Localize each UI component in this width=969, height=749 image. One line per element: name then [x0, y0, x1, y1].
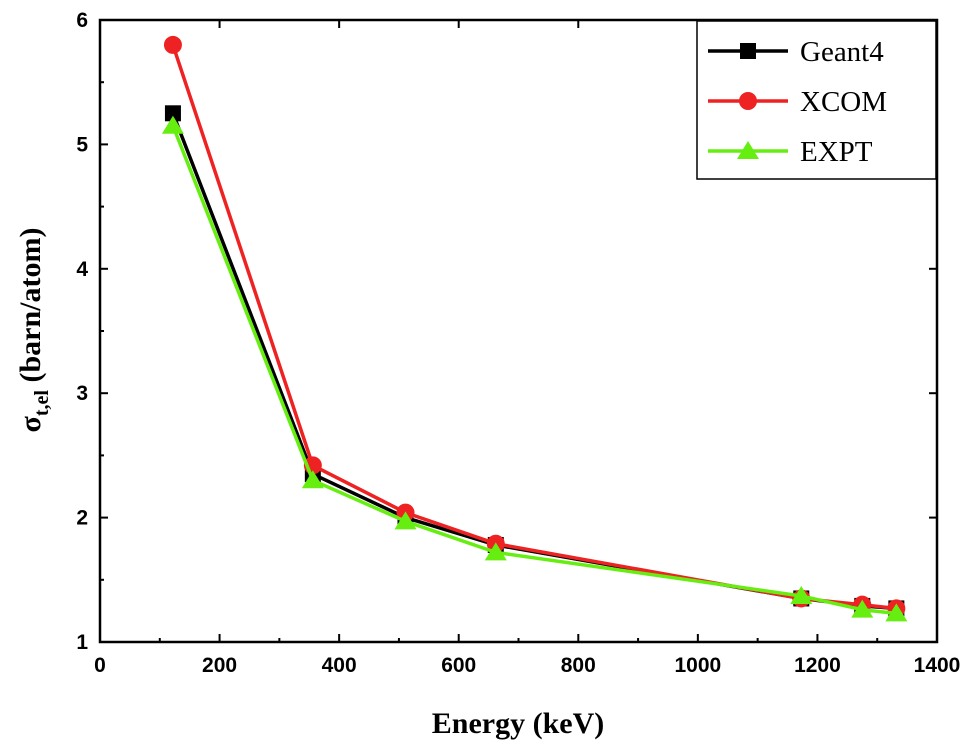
- legend-marker-xcom: [739, 92, 757, 110]
- axis-ticks: 0 200 400 600 800 1000 1200 1400 1 2 3 4 5 6: [76, 9, 960, 677]
- data-point-expt: [301, 470, 324, 489]
- legend: Geant4 XCOM EXPT: [696, 20, 937, 180]
- data-point-expt: [161, 115, 184, 134]
- y-tick-label: 5: [76, 133, 88, 156]
- series-layer: [161, 35, 908, 622]
- data-point-expt: [885, 603, 908, 622]
- y-axis-title-symbol: σ: [14, 415, 47, 432]
- data-point-expt: [790, 585, 813, 604]
- y-tick-label: 1: [76, 631, 88, 654]
- x-tick-label: 600: [441, 654, 476, 677]
- x-tick-label: 0: [94, 654, 106, 677]
- data-point-expt: [851, 599, 874, 618]
- legend-label-xcom: XCOM: [800, 86, 887, 118]
- legend-label-expt: EXPT: [800, 136, 873, 168]
- y-axis-title: σt,el (barn/atom): [14, 228, 53, 433]
- x-tick-label: 800: [561, 654, 596, 677]
- series-line-geant4: [171, 112, 897, 611]
- legend-label-geant4: Geant4: [800, 36, 884, 68]
- y-tick-label: 6: [76, 9, 88, 32]
- x-tick-label: 200: [202, 654, 237, 677]
- x-tick-label: 400: [322, 654, 357, 677]
- data-point-xcom: [163, 35, 182, 54]
- y-axis-title-subscript: t,el: [31, 390, 53, 417]
- x-tick-label: 1000: [674, 654, 721, 677]
- data-point-geant4: [164, 105, 181, 122]
- x-axis-title: Energy (keV): [432, 707, 604, 740]
- legend-marker-expt: [737, 141, 759, 159]
- y-axis-title-unit: (barn/atom): [14, 228, 47, 390]
- data-point-expt: [484, 542, 507, 561]
- legend-marker-geant4: [740, 43, 756, 59]
- x-tick-label: 1400: [914, 654, 961, 677]
- y-tick-label: 4: [76, 258, 88, 281]
- x-tick-label: 1200: [794, 654, 841, 677]
- y-tick-label: 3: [76, 382, 88, 405]
- data-point-expt: [394, 511, 417, 530]
- y-tick-label: 2: [76, 507, 88, 530]
